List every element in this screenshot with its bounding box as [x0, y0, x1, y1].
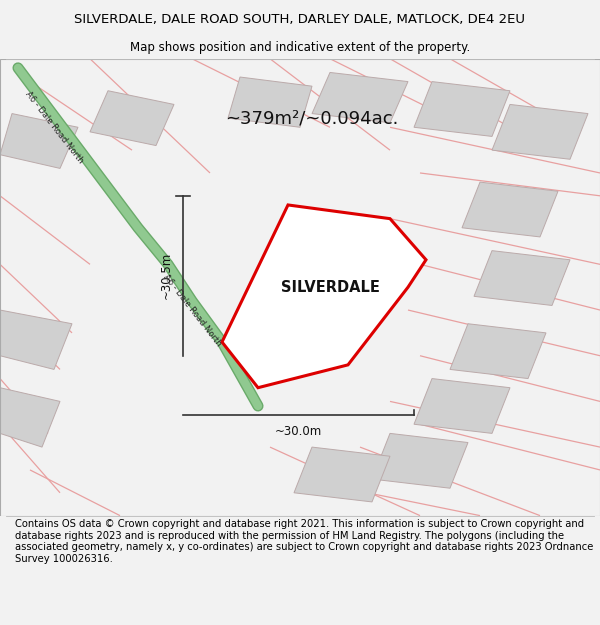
Polygon shape — [90, 91, 174, 146]
Text: SILVERDALE: SILVERDALE — [281, 279, 379, 294]
Polygon shape — [372, 433, 468, 488]
Polygon shape — [228, 77, 312, 128]
Polygon shape — [222, 205, 426, 388]
Text: Contains OS data © Crown copyright and database right 2021. This information is : Contains OS data © Crown copyright and d… — [15, 519, 593, 564]
Polygon shape — [0, 310, 72, 369]
Text: Map shows position and indicative extent of the property.: Map shows position and indicative extent… — [130, 41, 470, 54]
Polygon shape — [414, 82, 510, 136]
Text: ~30.0m: ~30.0m — [275, 424, 322, 438]
Polygon shape — [474, 251, 570, 306]
Text: ~379m²/~0.094ac.: ~379m²/~0.094ac. — [226, 109, 398, 127]
Text: SILVERDALE, DALE ROAD SOUTH, DARLEY DALE, MATLOCK, DE4 2EU: SILVERDALE, DALE ROAD SOUTH, DARLEY DALE… — [74, 13, 526, 26]
Text: A6 - Dale Road North: A6 - Dale Road North — [161, 272, 223, 348]
Polygon shape — [492, 104, 588, 159]
Polygon shape — [0, 114, 78, 168]
Text: A6 - Dale Road North: A6 - Dale Road North — [23, 89, 85, 165]
Polygon shape — [0, 388, 60, 447]
Polygon shape — [450, 324, 546, 379]
Polygon shape — [312, 72, 408, 122]
Polygon shape — [414, 379, 510, 433]
Polygon shape — [294, 447, 390, 502]
Text: ~30.5m: ~30.5m — [160, 252, 173, 299]
Polygon shape — [462, 182, 558, 237]
